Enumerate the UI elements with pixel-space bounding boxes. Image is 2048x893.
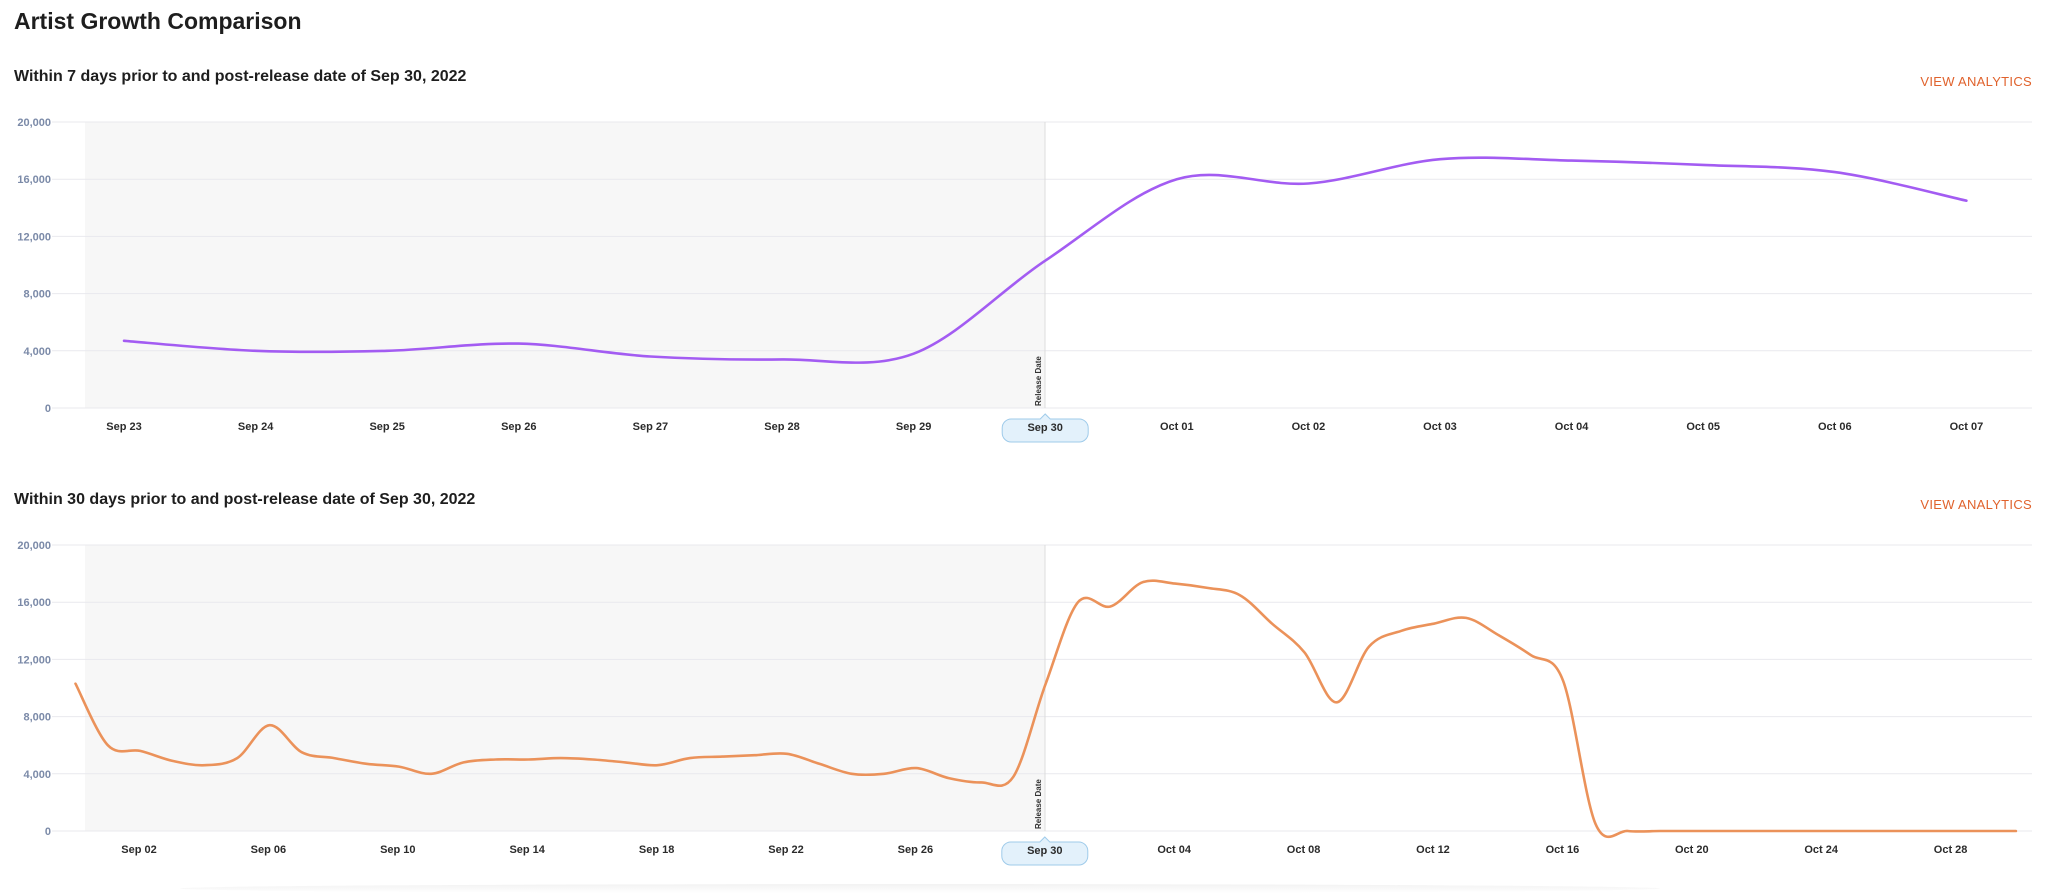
x-tick-label: Oct 02 xyxy=(1292,421,1326,433)
y-tick-label: 8,000 xyxy=(23,289,51,301)
x-tick-label: Sep 14 xyxy=(509,844,545,856)
release-date-badge: Sep 30 xyxy=(1001,836,1089,866)
y-tick-label: 12,000 xyxy=(17,654,51,666)
badge-shape xyxy=(1001,836,1089,866)
y-tick-label: 0 xyxy=(45,403,51,415)
view-analytics-link-7-day[interactable]: VIEW ANALYTICS xyxy=(1920,74,2032,89)
badge-shape xyxy=(1001,413,1089,443)
y-tick-label: 16,000 xyxy=(17,174,51,186)
x-tick-label: Oct 08 xyxy=(1287,844,1321,856)
x-tick-label: Sep 28 xyxy=(764,421,799,433)
series-line xyxy=(122,156,1968,364)
y-tick-label: 8,000 xyxy=(23,712,51,724)
release-date-label: Release Date xyxy=(1034,779,1043,829)
page-title: Artist Growth Comparison xyxy=(14,8,302,34)
release-date-label: Release Date xyxy=(1034,356,1043,406)
x-tick-label: Sep 25 xyxy=(369,421,404,433)
y-tick-label: 20,000 xyxy=(17,117,51,129)
release-date-badge: Sep 30 xyxy=(1001,413,1089,443)
x-tick-label: Oct 04 xyxy=(1157,844,1192,856)
x-tick-label-release: Sep 30 xyxy=(1027,845,1062,857)
x-tick-label: Sep 18 xyxy=(639,844,674,856)
x-tick-label: Oct 16 xyxy=(1546,844,1580,856)
x-tick-label: Oct 20 xyxy=(1675,844,1709,856)
pre-release-shade xyxy=(85,545,1045,831)
y-tick-label: 4,000 xyxy=(23,346,51,358)
x-tick-label: Oct 12 xyxy=(1416,844,1450,856)
series-line xyxy=(74,579,2018,839)
x-tick-label: Oct 06 xyxy=(1818,421,1852,433)
x-tick-label: Sep 26 xyxy=(501,421,536,433)
x-tick-label: Sep 06 xyxy=(251,844,286,856)
x-tick-label: Sep 02 xyxy=(121,844,156,856)
y-tick-label: 0 xyxy=(45,826,51,838)
x-tick-label: Sep 10 xyxy=(380,844,415,856)
x-tick-label: Sep 22 xyxy=(768,844,803,856)
x-tick-label: Oct 04 xyxy=(1555,421,1590,433)
x-tick-label: Oct 24 xyxy=(1804,844,1839,856)
y-tick-label: 4,000 xyxy=(23,769,51,781)
footer-shadow xyxy=(180,884,1660,893)
x-tick-label: Oct 07 xyxy=(1950,421,1984,433)
chart-30-day-title: Within 30 days prior to and post-release… xyxy=(14,491,476,508)
y-tick-label: 20,000 xyxy=(17,540,51,552)
x-tick-label: Oct 01 xyxy=(1160,421,1194,433)
x-tick-label-release: Sep 30 xyxy=(1027,422,1062,434)
x-tick-label: Sep 29 xyxy=(896,421,931,433)
chart-30-day: 0 4,000 8,000 12,000 16,000 20,000 Release Dat… xyxy=(17,540,2032,866)
y-tick-label: 16,000 xyxy=(17,597,51,609)
x-tick-label: Sep 23 xyxy=(106,421,141,433)
x-tick-label: Oct 28 xyxy=(1934,844,1968,856)
chart-7-day-title: Within 7 days prior to and post-release … xyxy=(14,68,467,85)
x-tick-label: Sep 24 xyxy=(238,421,274,433)
chart-7-day: 0 4,000 8,000 12,000 16,000 20,000 Release Dat… xyxy=(17,117,2032,443)
x-tick-label: Sep 27 xyxy=(633,421,668,433)
x-tick-label: Oct 05 xyxy=(1686,421,1720,433)
x-tick-label: Oct 03 xyxy=(1423,421,1457,433)
pre-release-shade xyxy=(85,122,1045,408)
x-tick-label: Sep 26 xyxy=(898,844,933,856)
view-analytics-link-30-day[interactable]: VIEW ANALYTICS xyxy=(1920,497,2032,512)
y-tick-label: 12,000 xyxy=(17,231,51,243)
